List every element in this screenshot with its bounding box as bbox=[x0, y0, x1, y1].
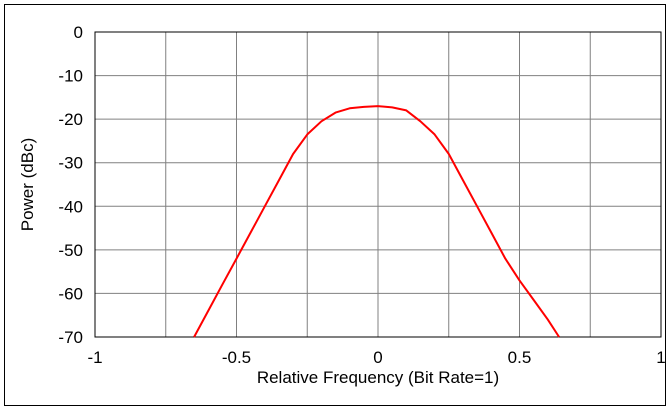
y-tick-label-6: -60 bbox=[58, 284, 83, 303]
y-axis-label: Power (dBc) bbox=[18, 138, 37, 232]
x-tick-label-2: -0.5 bbox=[222, 348, 251, 367]
power-spectrum-chart: 0 -10 -20 -30 -40 -50 -60 -70 -1 -0.5 0 0.5 1 Relat… bbox=[18, 23, 666, 387]
y-tick-label-7: -70 bbox=[58, 328, 83, 347]
y-tick-label-3: -30 bbox=[58, 154, 83, 173]
y-tick-label-5: -50 bbox=[58, 241, 83, 260]
grid bbox=[94, 31, 662, 338]
series bbox=[193, 105, 560, 338]
y-tick-label-1: -10 bbox=[58, 67, 83, 86]
plot-area bbox=[94, 31, 662, 338]
x-tick-label-6: 0.5 bbox=[508, 348, 532, 367]
x-tick-label-8: 1 bbox=[656, 348, 665, 367]
y-tick-label-2: -20 bbox=[58, 110, 83, 129]
series-line-0 bbox=[193, 105, 560, 338]
y-tick-label-0: 0 bbox=[74, 23, 83, 42]
x-axis-label: Relative Frequency (Bit Rate=1) bbox=[257, 368, 499, 387]
y-tick-label-4: -40 bbox=[58, 197, 83, 216]
x-tick-label-0: -1 bbox=[87, 348, 102, 367]
x-tick-label-4: 0 bbox=[373, 348, 382, 367]
y-axis-ticks: 0 -10 -20 -30 -40 -50 -60 -70 bbox=[58, 23, 83, 347]
x-axis-ticks: -1 -0.5 0 0.5 1 bbox=[87, 348, 665, 367]
chart-frame: 0 -10 -20 -30 -40 -50 -60 -70 -1 -0.5 0 0.5 1 Relat… bbox=[4, 4, 666, 406]
